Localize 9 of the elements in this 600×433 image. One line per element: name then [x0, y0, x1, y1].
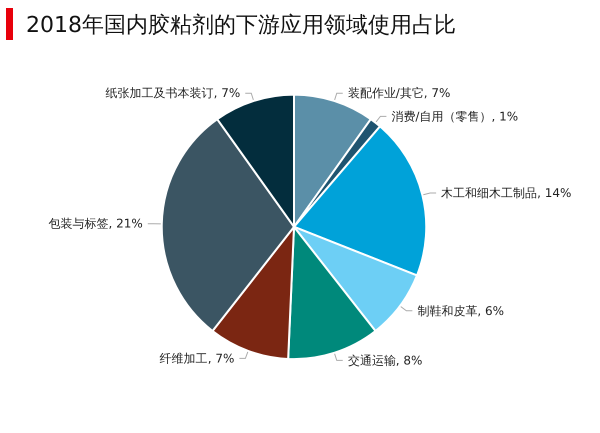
- slice-label: 交通运输, 8%: [348, 353, 422, 368]
- slice-label: 包装与标签, 21%: [48, 216, 143, 231]
- slice-label: 纤维加工, 7%: [160, 351, 234, 366]
- chart-title: 2018年国内胶粘剂的下游应用领域使用占比: [26, 12, 456, 40]
- slice-label: 制鞋和皮革, 6%: [417, 304, 504, 318]
- slice-label: 木工和细木工制品, 14%: [441, 186, 572, 200]
- slice-label: 纸张加工及书本装订, 7%: [106, 86, 240, 100]
- slice-label: 消费/自用（零售）, 1%: [391, 109, 518, 124]
- slice-label: 装配作业/其它, 7%: [348, 86, 450, 100]
